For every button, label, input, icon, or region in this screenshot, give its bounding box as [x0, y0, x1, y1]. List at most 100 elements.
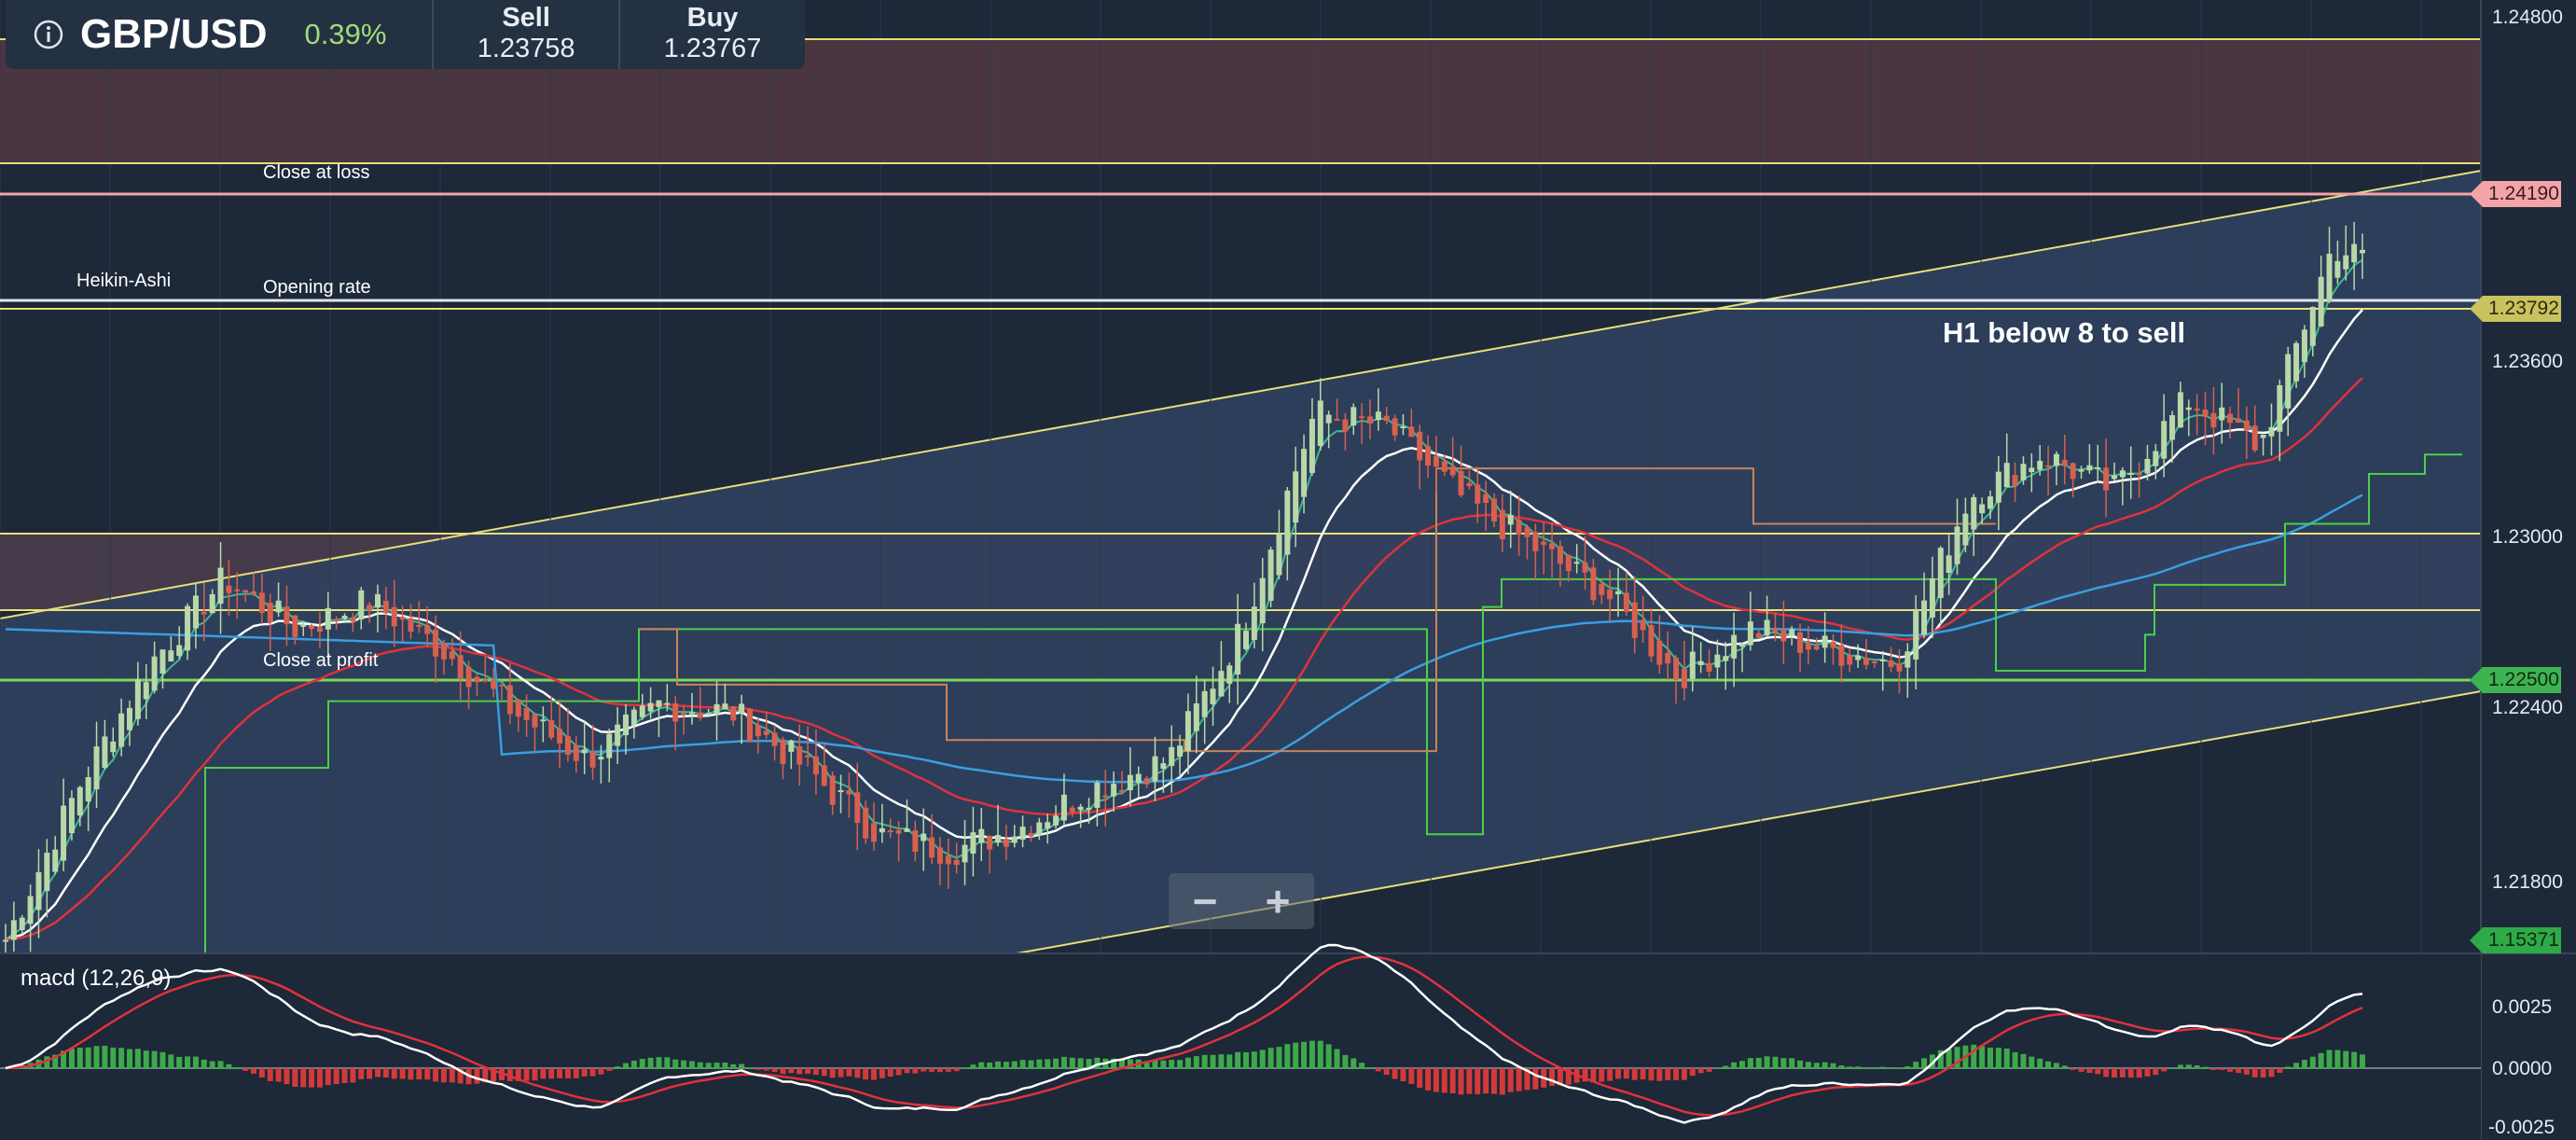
candle-body — [2003, 463, 2010, 488]
candle-body — [440, 643, 447, 660]
candle-body — [1449, 466, 1456, 476]
candle-body — [1193, 702, 1199, 731]
macd-signal-line — [5, 955, 2363, 1117]
candle-body — [1408, 426, 1415, 438]
macd-histogram-bar — [1458, 1068, 1464, 1095]
macd-histogram-bar — [838, 1068, 844, 1077]
candle-body — [1400, 426, 1406, 429]
macd-histogram-bar — [2161, 1068, 2167, 1072]
macd-histogram-bar — [102, 1045, 108, 1069]
candle-body — [1789, 629, 1795, 636]
candle-body — [176, 645, 183, 657]
macd-histogram-bar — [2127, 1068, 2134, 1078]
candle-body — [1830, 641, 1836, 648]
macd-histogram-bar — [2260, 1068, 2266, 1078]
candle-body — [127, 707, 132, 730]
candle-body — [1466, 482, 1473, 487]
candle-body — [309, 625, 315, 630]
macd-histogram-bar — [871, 1068, 877, 1080]
macd-histogram-bar — [606, 1068, 613, 1071]
macd-histogram-bar — [1971, 1044, 1977, 1069]
macd-histogram-bar — [1425, 1068, 1432, 1091]
macd-histogram-bar — [251, 1068, 256, 1074]
candle-body — [2103, 467, 2110, 491]
macd-histogram-bar — [1913, 1062, 1919, 1069]
candle-body — [1582, 562, 1588, 573]
macd-histogram-bar — [118, 1048, 125, 1069]
stop-line-green — [204, 453, 2462, 953]
zoom-in-button[interactable]: + — [1265, 877, 1291, 925]
macd-histogram-bar — [1549, 1068, 1556, 1087]
candle-body — [1086, 807, 1092, 810]
macd-histogram-bar — [1863, 1066, 1869, 1069]
macd-histogram-bar — [1301, 1041, 1308, 1069]
macd-histogram-bar — [1276, 1047, 1282, 1069]
candle-body — [532, 714, 538, 728]
macd-histogram-bar — [1987, 1047, 1993, 1069]
macd-histogram-bar — [1656, 1068, 1663, 1081]
macd-histogram-bar — [300, 1068, 307, 1088]
macd-histogram-bar — [598, 1068, 604, 1075]
candle-body — [2360, 249, 2365, 254]
macd-histogram-bar — [1780, 1058, 1787, 1069]
macd-histogram-bar — [1086, 1059, 1092, 1069]
macd-histogram-bar — [2020, 1053, 2027, 1069]
candle-body — [615, 724, 621, 746]
macd-histogram-bar — [515, 1068, 521, 1081]
candle-body — [2202, 409, 2209, 417]
candle-body — [2301, 329, 2307, 363]
macd-histogram-bar — [325, 1068, 331, 1086]
candle-body — [929, 837, 935, 858]
candle-body — [1243, 631, 1249, 649]
candle-body — [1979, 504, 1986, 514]
candle-body — [1723, 656, 1729, 661]
macd-histogram-bar — [532, 1068, 538, 1081]
macd-histogram-bar — [2070, 1068, 2076, 1070]
candle-body — [19, 917, 25, 930]
info-icon[interactable] — [30, 16, 67, 53]
macd-histogram-bar — [1392, 1068, 1398, 1079]
candle-body — [2351, 243, 2358, 263]
candle-body — [780, 739, 786, 765]
macd-histogram-bar — [275, 1068, 282, 1082]
macd-histogram-bar — [656, 1057, 662, 1069]
buy-button[interactable]: Buy 1.23767 — [618, 0, 805, 69]
candle-body — [292, 615, 298, 637]
indicator-label[interactable]: macd (12,26,9) — [21, 966, 172, 991]
macd-histogram-bar — [1011, 1061, 1018, 1069]
macd-histogram-bar — [176, 1056, 183, 1069]
candle-body — [316, 627, 323, 633]
candle-body — [2210, 412, 2217, 428]
zoom-out-button[interactable]: − — [1192, 877, 1218, 925]
candle-body — [76, 786, 83, 816]
candle-body — [630, 709, 637, 726]
macd-histogram-bar — [1045, 1059, 1051, 1069]
macd-histogram-bar — [85, 1047, 91, 1069]
candle-body — [1731, 634, 1738, 659]
candle-body — [1590, 567, 1597, 601]
macd-histogram-bar — [1251, 1051, 1257, 1069]
macd-histogram-bar — [763, 1068, 769, 1071]
macd-histogram-bar — [936, 1068, 943, 1073]
candle-body — [151, 656, 158, 691]
sell-button[interactable]: Sell 1.23758 — [432, 0, 618, 69]
candle-body — [598, 757, 604, 760]
candle-body — [300, 624, 307, 627]
candle-body — [1764, 619, 1770, 636]
macd-histogram-bar — [1053, 1058, 1059, 1069]
candle-body — [1871, 660, 1877, 663]
candle-body — [1507, 515, 1514, 525]
candle-body — [1284, 490, 1291, 555]
macd-histogram-bar — [1325, 1044, 1332, 1069]
macd-histogram-bar — [1499, 1068, 1505, 1095]
macd-histogram-bar — [341, 1068, 348, 1083]
macd-histogram-bar — [2029, 1056, 2035, 1069]
candle-body — [1060, 794, 1067, 821]
macd-histogram-bar — [2243, 1068, 2250, 1075]
macd-panel — [0, 953, 2481, 1140]
macd-histogram-bar — [2169, 1067, 2176, 1069]
macd-histogram-bar — [829, 1068, 836, 1078]
candle-body — [2136, 473, 2142, 476]
candle-body — [1169, 746, 1175, 767]
